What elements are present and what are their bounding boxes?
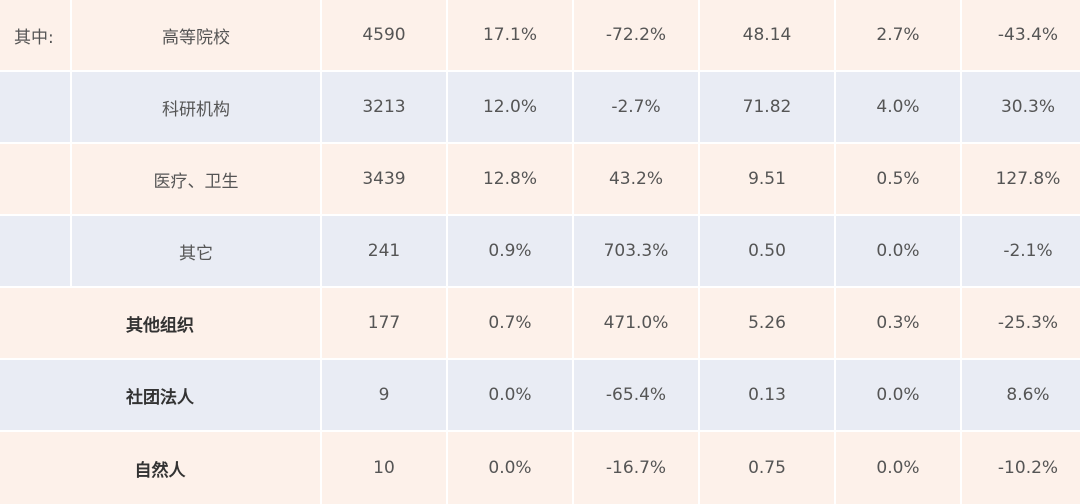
value-cell: 241 [322, 216, 446, 286]
value-cell: 703.3% [574, 216, 698, 286]
value-cell: 0.0% [836, 216, 960, 286]
value-cell: 12.0% [448, 72, 572, 142]
value-cell: 9.51 [700, 144, 834, 214]
value-cell: -72.2% [574, 0, 698, 70]
row-name: 高等院校 [72, 0, 320, 70]
value-cell: 0.7% [448, 288, 572, 358]
value-cell: 4.0% [836, 72, 960, 142]
value-cell: 10 [322, 432, 446, 504]
value-cell: 2.7% [836, 0, 960, 70]
value-cell: 4590 [322, 0, 446, 70]
row-name: 科研机构 [72, 72, 320, 142]
value-cell: -25.3% [962, 288, 1080, 358]
value-cell: 471.0% [574, 288, 698, 358]
row-name: 社团法人 [0, 360, 320, 430]
value-cell: -16.7% [574, 432, 698, 504]
value-cell: -65.4% [574, 360, 698, 430]
row-name: 医疗、卫生 [72, 144, 320, 214]
value-cell: 0.3% [836, 288, 960, 358]
value-cell: 3213 [322, 72, 446, 142]
value-cell: 0.5% [836, 144, 960, 214]
value-cell: 127.8% [962, 144, 1080, 214]
value-cell: 0.13 [700, 360, 834, 430]
group-label-empty [0, 216, 70, 286]
row-name: 其他组织 [0, 288, 320, 358]
value-cell: 71.82 [700, 72, 834, 142]
value-cell: 0.0% [448, 432, 572, 504]
value-cell: 12.8% [448, 144, 572, 214]
value-cell: -2.1% [962, 216, 1080, 286]
value-cell: 9 [322, 360, 446, 430]
value-cell: 0.50 [700, 216, 834, 286]
value-cell: 43.2% [574, 144, 698, 214]
value-cell: -43.4% [962, 0, 1080, 70]
value-cell: 17.1% [448, 0, 572, 70]
value-cell: 8.6% [962, 360, 1080, 430]
group-label: 其中: [0, 0, 70, 70]
group-label-empty [0, 144, 70, 214]
value-cell: -10.2% [962, 432, 1080, 504]
value-cell: 0.0% [448, 360, 572, 430]
value-cell: 0.75 [700, 432, 834, 504]
group-label-empty [0, 72, 70, 142]
value-cell: -2.7% [574, 72, 698, 142]
row-name: 自然人 [0, 432, 320, 504]
value-cell: 0.0% [836, 360, 960, 430]
value-cell: 0.9% [448, 216, 572, 286]
value-cell: 48.14 [700, 0, 834, 70]
value-cell: 30.3% [962, 72, 1080, 142]
value-cell: 3439 [322, 144, 446, 214]
value-cell: 177 [322, 288, 446, 358]
value-cell: 5.26 [700, 288, 834, 358]
row-name: 其它 [72, 216, 320, 286]
value-cell: 0.0% [836, 432, 960, 504]
